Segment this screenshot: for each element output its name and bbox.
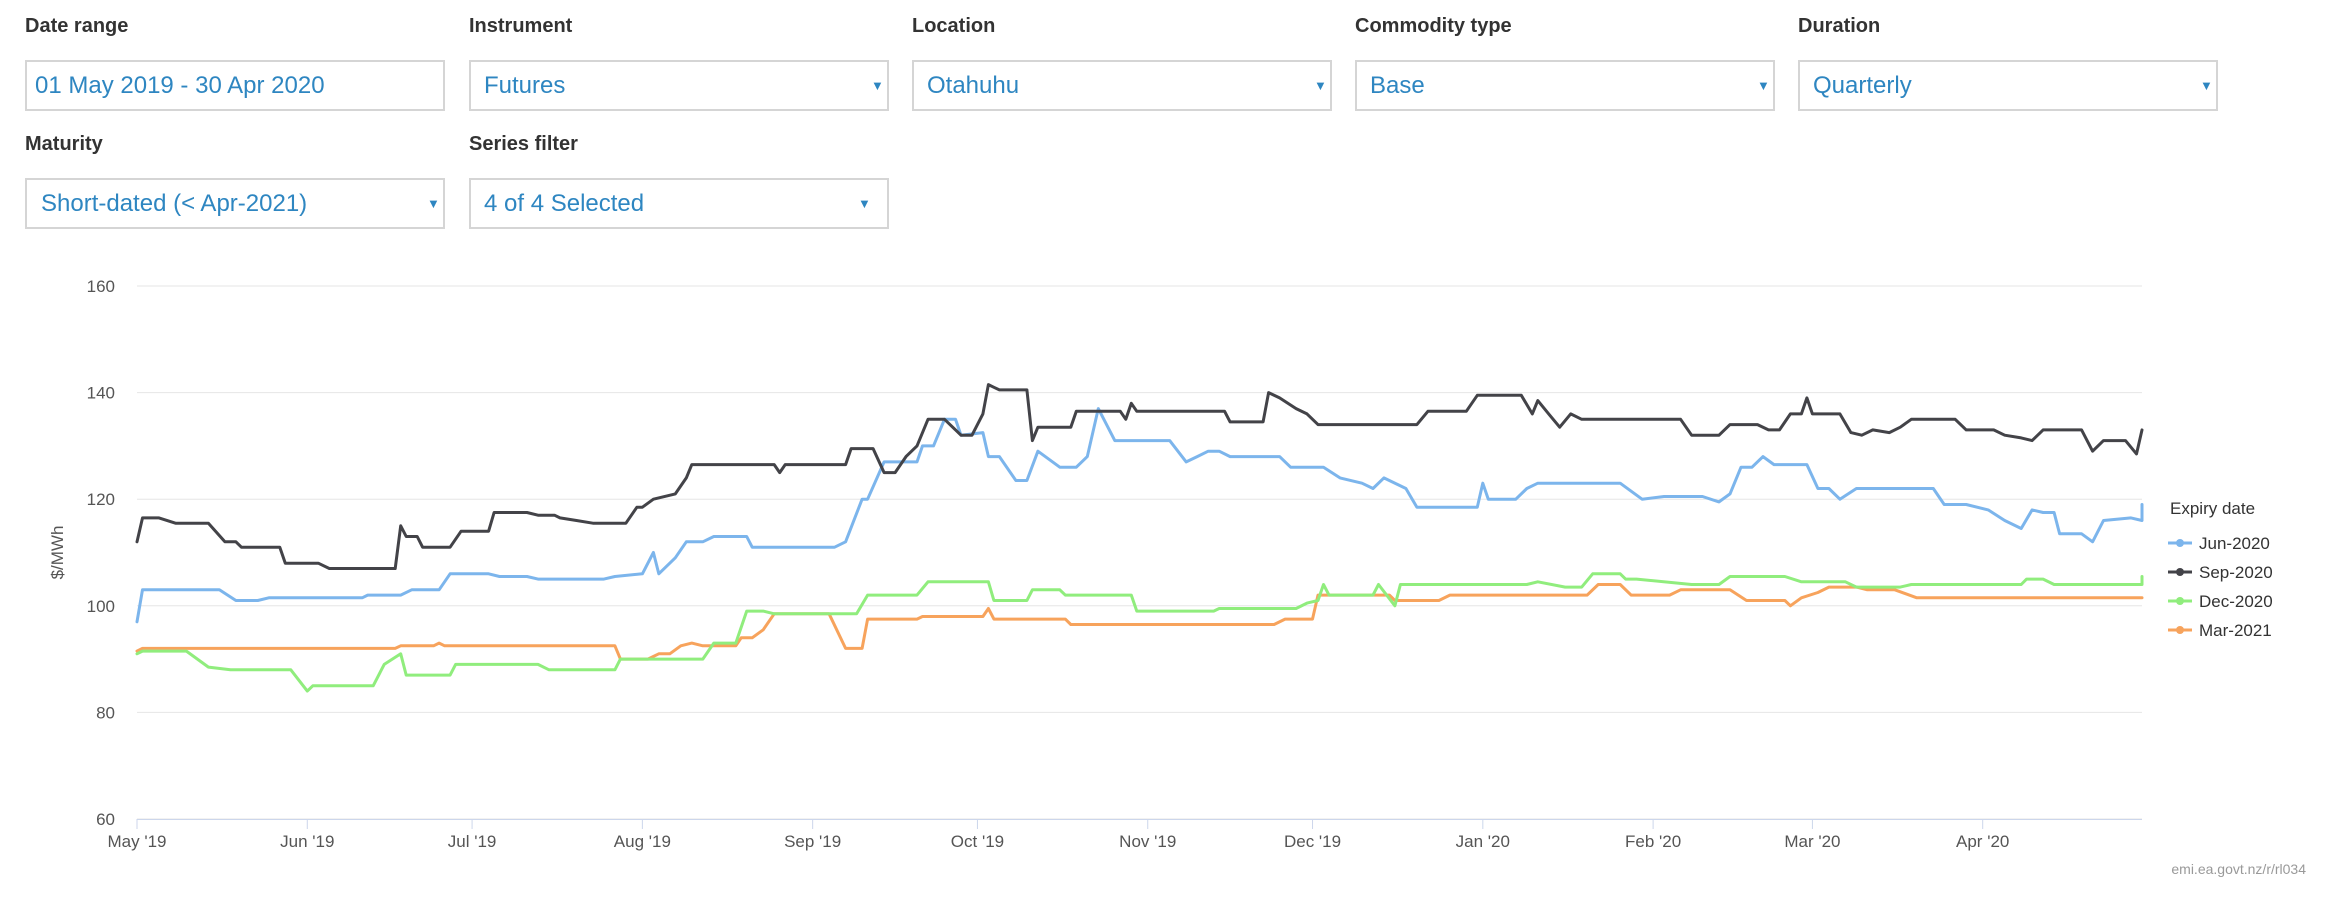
legend-label: Dec-2020 <box>2199 592 2273 611</box>
y-tick-label: 100 <box>87 597 115 616</box>
filter-label: Location <box>912 15 996 37</box>
legend-item-sep-2020[interactable]: Sep-2020 <box>2168 563 2273 582</box>
filter-date-range: Date range 01 May 2019 - 30 Apr 2020 <box>25 14 445 111</box>
x-tick-label: Jun '19 <box>280 832 334 851</box>
filter-label: Duration <box>1798 15 1881 37</box>
chevron-down-icon: ▼ <box>1314 78 1327 93</box>
x-tick-label: Jan '20 <box>1456 832 1510 851</box>
filter-maturity: Maturity Short-dated (< Apr-2021) ▼ <box>25 132 445 229</box>
chevron-down-icon: ▼ <box>2200 78 2213 93</box>
y-tick-label: 160 <box>87 277 115 296</box>
filter-label: Date range <box>25 15 129 37</box>
commodity-type-value: Base <box>1370 72 1425 99</box>
instrument-select[interactable]: Futures ▼ <box>469 60 889 111</box>
legend-item-dec-2020[interactable]: Dec-2020 <box>2168 592 2273 611</box>
duration-select[interactable]: Quarterly ▼ <box>1798 60 2218 111</box>
legend-item-jun-2020[interactable]: Jun-2020 <box>2168 534 2270 553</box>
series-filter-select[interactable]: 4 of 4 Selected ▼ <box>469 178 889 229</box>
filter-label: Series filter <box>469 133 578 155</box>
legend-label: Sep-2020 <box>2199 563 2273 582</box>
series-line-dec-2020[interactable] <box>135 572 2144 693</box>
x-tick-label: May '19 <box>108 832 167 851</box>
x-tick-label: Jul '19 <box>448 832 497 851</box>
chevron-down-icon: ▼ <box>1757 78 1770 93</box>
maturity-select[interactable]: Short-dated (< Apr-2021) ▼ <box>25 178 445 229</box>
legend-marker <box>2176 597 2184 605</box>
commodity-type-select[interactable]: Base ▼ <box>1355 60 1775 111</box>
filter-duration: Duration Quarterly ▼ <box>1798 14 2218 111</box>
price-chart: 60 80 100 120 140 160 May '19 Jun '19 Jul '19 Aug… <box>48 277 2273 851</box>
filter-label: Maturity <box>25 133 103 155</box>
legend[interactable]: Expiry date Jun-2020 Sep-2020 Dec-2020 Mar-2… <box>2168 499 2273 640</box>
location-value: Otahuhu <box>927 72 1020 99</box>
y-tick-label: 80 <box>96 703 115 722</box>
chevron-down-icon: ▼ <box>871 78 884 93</box>
y-tick-label: 140 <box>87 384 115 403</box>
x-tick-label: Nov '19 <box>1119 832 1176 851</box>
axes: 60 80 100 120 140 160 May '19 Jun '19 Jul '19 Aug… <box>48 277 2142 851</box>
legend-label: Jun-2020 <box>2199 534 2270 553</box>
date-range-value: 01 May 2019 - 30 Apr 2020 <box>35 72 325 99</box>
series-line-jun-2020[interactable] <box>135 407 2144 624</box>
legend-title: Expiry date <box>2170 499 2255 518</box>
x-tick-label: Aug '19 <box>614 832 671 851</box>
filter-label: Instrument <box>469 15 573 37</box>
instrument-value: Futures <box>484 72 566 99</box>
series-filter-value: 4 of 4 Selected <box>484 190 645 217</box>
filter-commodity-type: Commodity type Base ▼ <box>1355 14 1775 111</box>
legend-marker <box>2176 568 2184 576</box>
legend-item-mar-2021[interactable]: Mar-2021 <box>2168 621 2272 640</box>
legend-marker <box>2176 539 2184 547</box>
filter-label: Commodity type <box>1355 15 1512 37</box>
y-axis-label: $/MWh <box>48 526 67 580</box>
series-line-sep-2020[interactable] <box>135 383 2144 570</box>
filter-series: Series filter 4 of 4 Selected ▼ <box>469 132 889 229</box>
x-tick-label: Mar '20 <box>1784 832 1840 851</box>
y-tick-label: 60 <box>96 810 115 829</box>
y-tick-label: 120 <box>87 490 115 509</box>
filter-location: Location Otahuhu ▼ <box>912 14 1332 111</box>
credit-link[interactable]: emi.ea.govt.nz/r/rl034 <box>2171 861 2306 877</box>
x-tick-label: Sep '19 <box>784 832 841 851</box>
x-tick-label: Feb '20 <box>1625 832 1681 851</box>
x-tick-label: Apr '20 <box>1956 832 2009 851</box>
legend-marker <box>2176 626 2184 634</box>
chevron-down-icon: ▼ <box>858 196 871 211</box>
maturity-value: Short-dated (< Apr-2021) <box>41 190 308 217</box>
series-lines <box>135 383 2144 693</box>
duration-value: Quarterly <box>1813 72 1912 99</box>
filter-instrument: Instrument Futures ▼ <box>469 14 889 111</box>
x-tick-label: Oct '19 <box>951 832 1004 851</box>
x-tick-label: Dec '19 <box>1284 832 1341 851</box>
legend-label: Mar-2021 <box>2199 621 2272 640</box>
series-line-mar-2021[interactable] <box>135 583 2144 661</box>
grid-lines <box>137 285 2142 820</box>
date-range-input[interactable]: 01 May 2019 - 30 Apr 2020 <box>25 60 445 111</box>
chevron-down-icon: ▼ <box>427 196 440 211</box>
location-select[interactable]: Otahuhu ▼ <box>912 60 1332 111</box>
